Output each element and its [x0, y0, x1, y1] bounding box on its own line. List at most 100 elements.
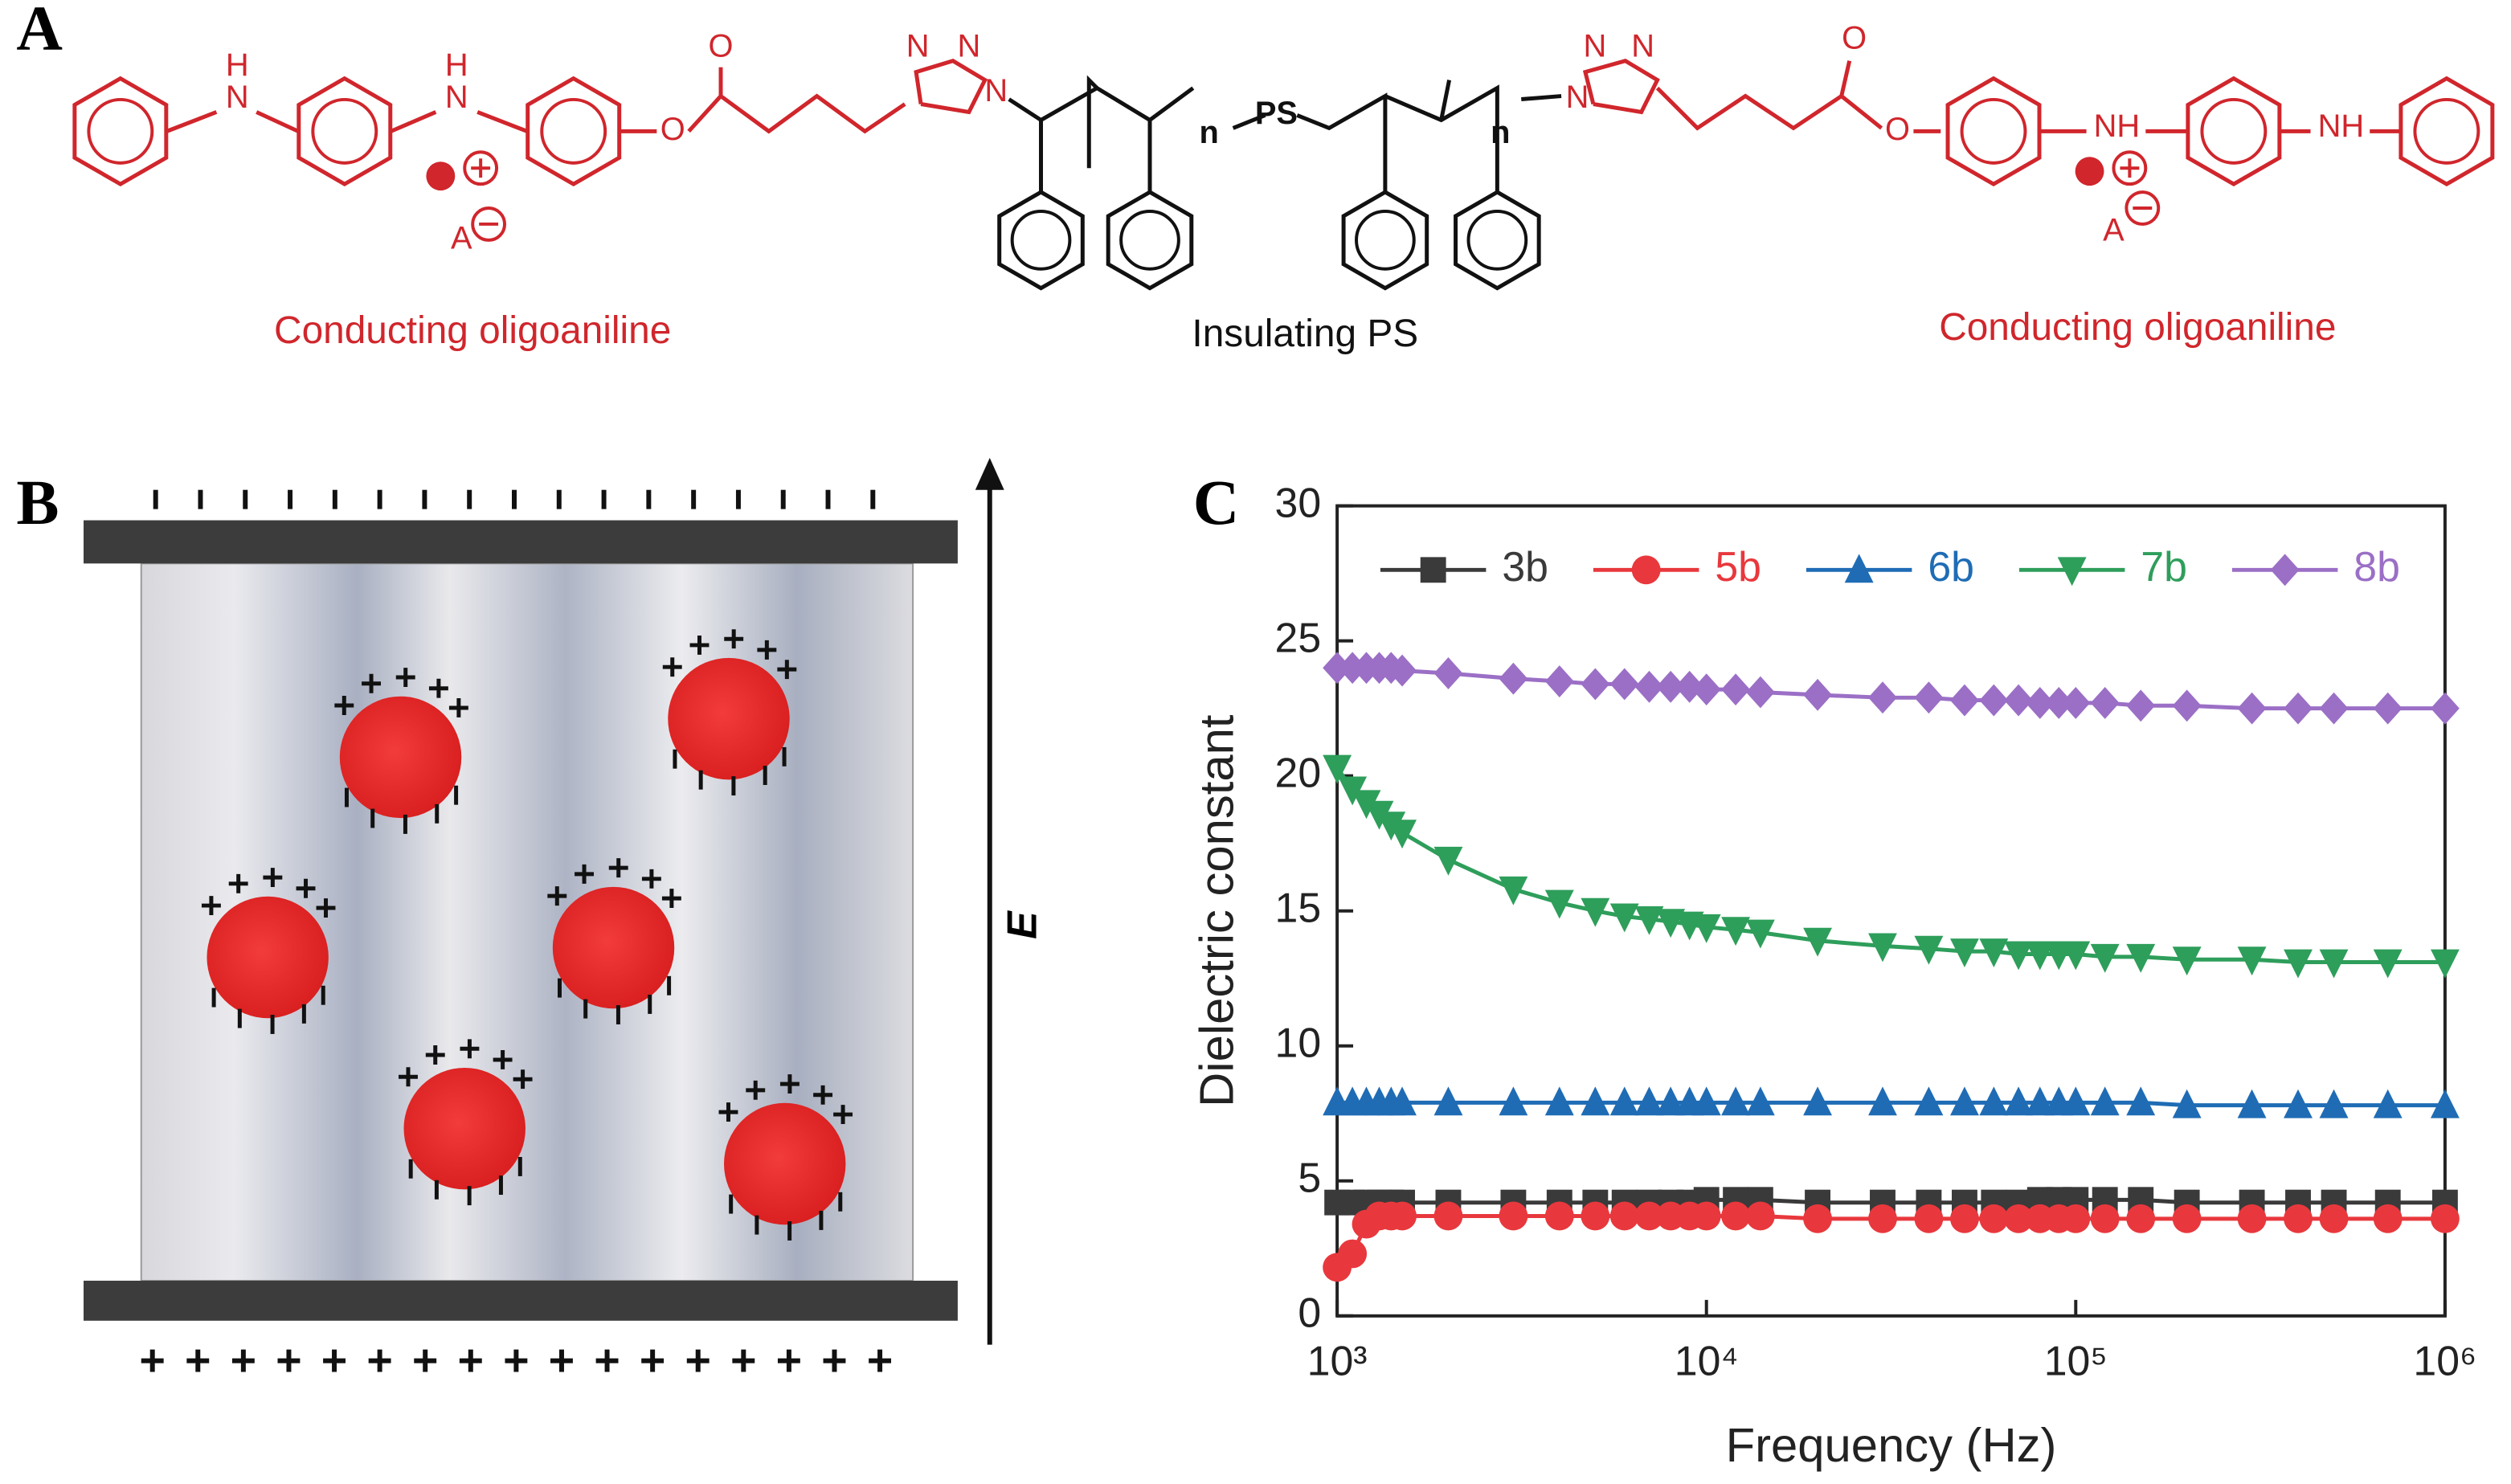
marker	[1803, 927, 1832, 957]
marker	[2172, 1204, 2202, 1233]
atom-label: O	[1885, 112, 1910, 147]
marker	[2319, 692, 2349, 725]
marker	[1721, 1201, 1751, 1231]
electrode	[84, 520, 958, 564]
marker	[2284, 1204, 2313, 1233]
bond	[1384, 84, 1499, 193]
atom-label: N	[445, 80, 468, 115]
marker	[1544, 889, 1574, 919]
conducting-particle	[403, 1067, 526, 1190]
marker	[2430, 1204, 2460, 1233]
marker	[2061, 687, 2091, 719]
caption: Conducting oligoaniline	[274, 309, 671, 352]
surface-plus	[813, 1085, 833, 1105]
marker	[2025, 941, 2055, 971]
bond	[1655, 86, 1883, 131]
surface-plus	[296, 878, 316, 898]
marker	[1979, 938, 2009, 968]
marker	[1433, 1201, 1463, 1231]
chart: 0 5 10 15 20 25 30 10³ 10⁴ 10⁵ 10⁶ Frequency (Hz) Di…	[1189, 479, 2476, 1472]
surface-plus	[334, 696, 354, 715]
particle	[662, 629, 797, 796]
marker	[1499, 662, 1528, 695]
charge-plus-sign	[2120, 158, 2140, 178]
plus-charge	[686, 1349, 710, 1372]
aromatic-circle	[540, 97, 607, 165]
plus-charge	[823, 1349, 846, 1372]
marker	[2270, 554, 2300, 587]
marker	[2373, 1204, 2403, 1233]
plus-charge	[231, 1349, 255, 1372]
plus-charge	[777, 1349, 800, 1372]
plus-charge	[732, 1349, 755, 1372]
surface-plus	[513, 1069, 533, 1089]
marker	[1352, 790, 1381, 820]
aromatic-circle	[1960, 97, 2027, 165]
marker	[1581, 668, 1610, 701]
legend-label: 7b	[2141, 543, 2187, 590]
marker	[2237, 1089, 2267, 1118]
bond	[1439, 80, 1452, 121]
plus-charge	[414, 1349, 437, 1372]
marker	[1634, 906, 1664, 935]
plus-charge	[641, 1349, 665, 1372]
series	[1323, 1086, 2460, 1118]
marker	[1803, 1086, 1832, 1116]
surface-plus	[641, 869, 661, 889]
marker	[2237, 1204, 2267, 1233]
bond	[1148, 86, 1195, 122]
plus-charge	[505, 1349, 528, 1372]
marker	[1803, 678, 1832, 711]
x-axis-label: Frequency (Hz)	[1726, 1418, 2057, 1472]
marker	[1609, 1086, 1639, 1116]
marker	[1388, 820, 1417, 849]
marker	[1581, 1086, 1610, 1116]
plus-charge	[277, 1349, 301, 1372]
surface-plus	[724, 629, 744, 649]
aromatic-circle	[1119, 210, 1180, 271]
benzene-ring	[1106, 190, 1194, 291]
atom-label: n	[1491, 115, 1510, 150]
marker	[1691, 1086, 1721, 1116]
marker	[2284, 692, 2313, 725]
marker	[1499, 1201, 1528, 1231]
charge-plus-sign	[471, 158, 491, 178]
legend-item: 8b	[2231, 543, 2400, 590]
marker	[1499, 1086, 1528, 1116]
plus-charge	[186, 1349, 210, 1372]
plus-charge	[368, 1349, 391, 1372]
panel-label: B	[16, 468, 59, 538]
y-tick-label: 15	[1275, 884, 1322, 930]
legend-item: 6b	[1806, 543, 1974, 590]
conducting-particle	[552, 886, 675, 1009]
legend-item: 3b	[1380, 543, 1548, 590]
aromatic-circle	[1010, 210, 1072, 271]
marker	[1675, 670, 1704, 703]
surface-plus	[608, 858, 628, 878]
plus-charge	[550, 1349, 573, 1372]
marker	[1914, 935, 1944, 965]
marker	[1634, 1086, 1664, 1116]
atom-label: A	[451, 220, 472, 256]
marker	[1914, 681, 1944, 714]
surface-plus	[779, 1074, 800, 1094]
atom-label: NH	[2318, 108, 2365, 144]
marker	[1868, 1204, 1897, 1233]
surface-plus	[201, 896, 221, 916]
marker	[1433, 657, 1463, 689]
y-tick-label: 30	[1275, 479, 1322, 525]
atom-label: O	[709, 28, 734, 63]
marker	[1979, 684, 2009, 717]
aromatic-circle	[2200, 97, 2268, 165]
marker	[2319, 949, 2349, 979]
panel-label: A	[16, 0, 63, 64]
marker	[1979, 1204, 2009, 1233]
marker	[1721, 1086, 1751, 1116]
marker	[1745, 676, 1775, 709]
atom-label: n	[1200, 115, 1219, 150]
legend-label: 3b	[1502, 543, 1548, 590]
marker	[2004, 941, 2034, 971]
marker	[2090, 687, 2120, 719]
surface-plus	[662, 657, 682, 677]
bond	[1008, 97, 1044, 193]
